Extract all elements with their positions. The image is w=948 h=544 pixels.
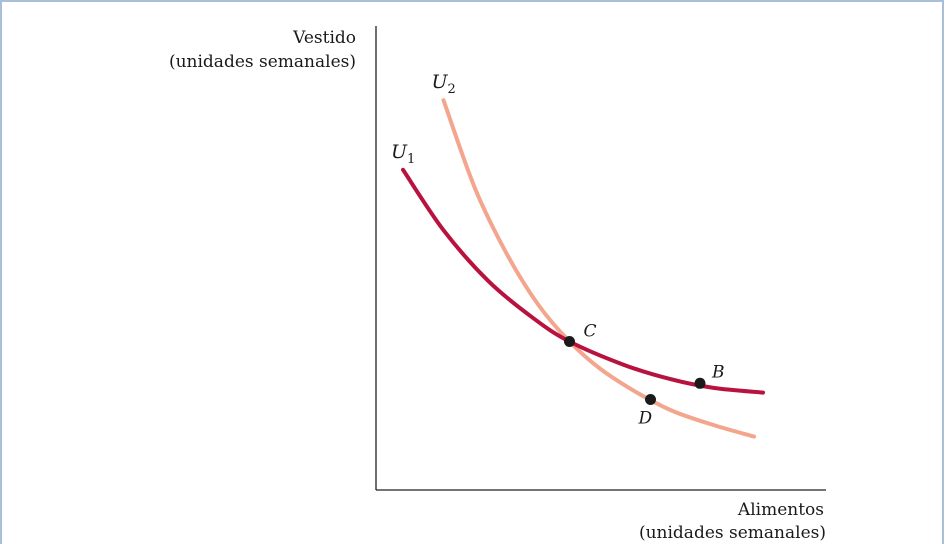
x-axis-label-line1: Alimentos [737,500,824,520]
curve-u2 [441,98,756,439]
x-axis-label-line2: (unidades semanales) [639,523,826,543]
point-label-c: C [584,322,597,342]
curve-label-u2-subscript: 2 [448,82,456,97]
curve-label-u1-main: U [391,141,408,163]
point-label-d: D [638,409,653,429]
curve-u1 [401,167,765,395]
curve-label-u1-subscript: 1 [407,152,415,167]
point-d [645,394,656,405]
point-b [694,377,706,389]
point-c [564,336,575,347]
y-axis-label-line1: Vestido [292,28,356,48]
points-layer: C B D [564,322,725,429]
curve-label-u2-main: U [432,71,449,93]
curve-label-u1: U1 [391,141,415,167]
curve-label-u2: U2 [432,71,456,97]
y-axis-label-line2: (unidades semanales) [169,52,356,72]
point-label-b: B [711,362,725,382]
